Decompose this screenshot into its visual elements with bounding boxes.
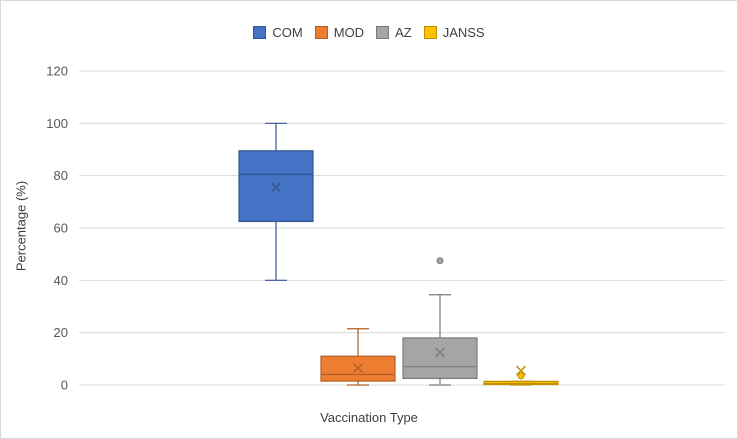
legend-swatch-mod [314,25,328,39]
legend-swatch-com [253,25,267,39]
legend-item-mod: MOD [314,24,365,40]
y-tick-label: 0 [61,378,68,393]
y-tick-label: 60 [54,221,68,236]
y-tick-label: 100 [46,116,68,131]
mean-marker [515,365,527,376]
legend-swatch-az [376,25,390,39]
box-iqr [402,337,478,380]
x-axis-title: Vaccination Type [320,410,418,425]
legend-label-az: AZ [395,24,412,40]
legend-label-mod: MOD [333,24,365,40]
legend-label-janss: JANSS [442,24,485,40]
legend-swatch-janss [423,25,437,39]
mean-marker [270,182,282,193]
box-iqr [238,150,314,223]
y-axis-title: Percentage (%) [13,180,29,272]
legend: COM MOD AZ JANSS [0,22,738,42]
legend-label-com: COM [272,24,303,40]
outlier-point [436,257,444,265]
y-tick-label: 40 [54,273,68,288]
y-tick-label: 80 [54,168,68,183]
y-tick-label: 20 [54,325,68,340]
mean-marker [434,347,446,358]
y-tick-label: 120 [46,64,68,79]
mean-marker [352,362,364,374]
legend-item-janss: JANSS [423,24,485,40]
box-mod [320,328,396,386]
box-janss [483,365,559,386]
legend-item-com: COM [253,24,303,40]
box-com [238,122,314,281]
box-az [402,257,478,386]
outlier-point [517,372,525,380]
legend-item-az: AZ [376,25,412,40]
